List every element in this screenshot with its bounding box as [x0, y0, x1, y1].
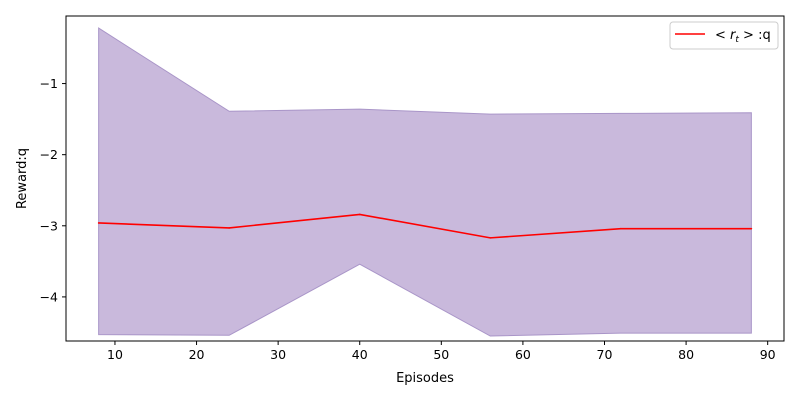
x-axis: 10 20 30 40 50 60 70 80 90	[107, 341, 776, 362]
y-axis: −4 −3 −2 −1	[40, 76, 66, 304]
plot-frame	[65, 15, 785, 342]
data-point	[228, 227, 230, 229]
legend-label-r: r	[730, 28, 737, 43]
x-tick-label: 30	[270, 347, 286, 362]
y-tick-label: −1	[40, 76, 58, 91]
x-tick-label: 90	[760, 347, 776, 362]
data-point	[358, 213, 361, 216]
legend-label-pre: <	[715, 28, 730, 43]
legend-label-post: > :q	[739, 28, 771, 43]
x-tick-label: 60	[515, 347, 531, 362]
x-tick-label: 80	[678, 347, 694, 362]
series-line-0	[98, 213, 752, 239]
data-point	[750, 227, 753, 230]
x-axis-label: Episodes	[396, 371, 454, 386]
y-tick-label: −2	[40, 147, 58, 162]
legend-box	[669, 21, 779, 50]
data-point	[489, 237, 492, 239]
x-tick-label: 10	[107, 347, 123, 362]
plot-area	[97, 27, 753, 337]
x-tick-label: 70	[597, 347, 613, 362]
x-tick-label: 40	[352, 347, 368, 362]
x-tick-label: 20	[189, 347, 205, 362]
y-tick-label: −3	[40, 218, 58, 233]
data-point	[97, 222, 100, 224]
legend-label: < rt > :q	[715, 28, 771, 45]
x-tick-label: 50	[433, 347, 449, 362]
data-point	[620, 227, 622, 230]
legend: < rt > :q	[669, 21, 779, 50]
band-area	[98, 27, 752, 337]
y-tick-label: −4	[40, 289, 58, 304]
y-axis-label: Reward:q	[15, 148, 30, 209]
legend-label-sub: t	[735, 35, 739, 45]
